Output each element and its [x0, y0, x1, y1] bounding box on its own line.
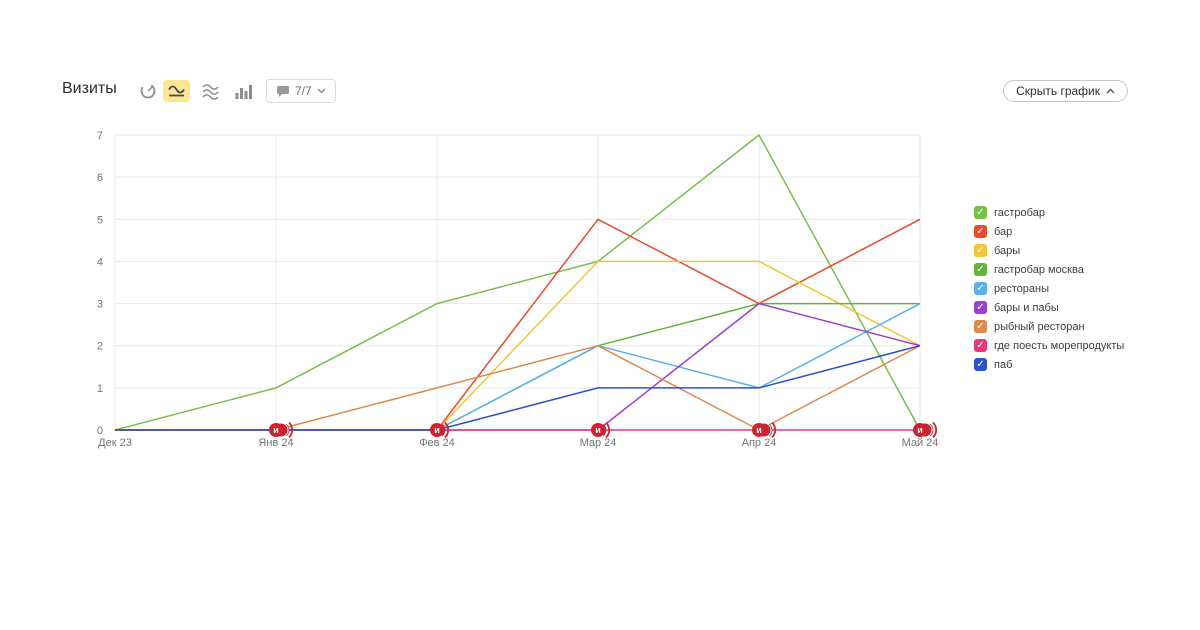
legend-label: рыбный ресторан — [994, 320, 1085, 333]
legend-label: рестораны — [994, 282, 1049, 295]
legend-item[interactable]: ✓ рыбный ресторан — [974, 320, 1124, 333]
legend-checkbox-icon: ✓ — [974, 320, 987, 333]
marker-circle — [269, 423, 283, 437]
marker-ripple-arc — [771, 421, 776, 439]
event-marker[interactable]: и — [752, 421, 776, 439]
y-axis-label: 4 — [97, 256, 103, 268]
pie-chart-icon — [140, 83, 155, 99]
line-chart-icon — [168, 85, 185, 97]
marker-ripple-arc — [444, 421, 449, 439]
y-axis-label: 3 — [97, 299, 103, 311]
comment-bubble-icon — [277, 85, 289, 97]
legend-item[interactable]: ✓ гастробар москва — [974, 263, 1124, 276]
legend-checkbox-icon: ✓ — [974, 358, 987, 371]
legend-item[interactable]: ✓ паб — [974, 358, 1124, 371]
marker-letter: и — [917, 425, 923, 435]
hide-chart-label: Скрыть график — [1016, 84, 1100, 98]
legend-label: бар — [994, 225, 1013, 238]
legend-item[interactable]: ✓ рестораны — [974, 282, 1124, 295]
legend-label: где поесть морепродукты — [994, 339, 1125, 352]
marker-circle — [591, 423, 605, 437]
chart-type-line-button[interactable] — [163, 80, 190, 102]
legend-checkbox-icon: ✓ — [974, 339, 987, 352]
chart-legend: ✓ гастробар ✓ бар ✓ бары ✓ гастробар москва ✓ рес… — [974, 206, 1124, 371]
marker-ripple-arc — [288, 421, 293, 439]
legend-label: паб — [994, 358, 1013, 371]
legend-checkbox-icon: ✓ — [974, 225, 987, 238]
x-axis-label: Янв 24 — [258, 437, 293, 449]
y-axis-label: 0 — [97, 425, 103, 437]
chevron-down-icon — [317, 88, 326, 94]
metrics-selector[interactable]: 7/7 — [266, 79, 336, 103]
marker-letter: и — [434, 425, 440, 435]
marker-letter: и — [595, 425, 601, 435]
x-axis-label: Фев 24 — [419, 437, 455, 449]
y-axis-label: 7 — [97, 130, 103, 142]
chevron-up-icon — [1106, 88, 1115, 94]
stacked-area-icon — [202, 83, 219, 100]
legend-item[interactable]: ✓ гастробар — [974, 206, 1124, 219]
marker-ripple-arc — [602, 423, 607, 437]
legend-item[interactable]: ✓ бары — [974, 244, 1124, 257]
legend-label: бары и пабы — [994, 301, 1059, 314]
x-axis-label: Мар 24 — [580, 437, 617, 449]
series-line-8 — [115, 344, 921, 431]
legend-label: бары — [994, 244, 1021, 257]
event-marker[interactable]: и — [269, 421, 293, 439]
page-title: Визиты — [62, 80, 117, 97]
legend-label: гастробар — [994, 206, 1045, 219]
legend-checkbox-icon: ✓ — [974, 263, 987, 276]
y-axis-label: 1 — [97, 383, 103, 395]
chart-type-pie-button[interactable] — [134, 80, 161, 102]
marker-circle — [430, 423, 444, 437]
bar-chart-icon — [235, 85, 252, 99]
legend-item[interactable]: ✓ бары и пабы — [974, 301, 1124, 314]
chart-type-columns-button[interactable] — [229, 80, 256, 102]
x-axis-label: Май 24 — [902, 437, 939, 449]
event-marker[interactable]: и — [430, 421, 449, 439]
marker-circle — [913, 423, 927, 437]
legend-item[interactable]: ✓ бар — [974, 225, 1124, 238]
marker-letter: и — [756, 425, 762, 435]
series-line-0 — [114, 134, 921, 431]
y-axis-label: 6 — [97, 172, 103, 184]
metrics-count: 7/7 — [295, 84, 312, 98]
chart-type-area-button[interactable] — [197, 80, 224, 102]
y-axis-label: 5 — [97, 214, 103, 226]
legend-checkbox-icon: ✓ — [974, 301, 987, 314]
marker-letter: и — [273, 425, 279, 435]
marker-ripple-arc — [932, 421, 937, 439]
legend-item[interactable]: ✓ где поесть морепродукты — [974, 339, 1124, 352]
marker-ripple-arc — [441, 423, 446, 437]
x-axis-label: Апр 24 — [742, 437, 777, 449]
x-axis-label: Дек 23 — [98, 437, 132, 449]
legend-checkbox-icon: ✓ — [974, 282, 987, 295]
hide-chart-button[interactable]: Скрыть график — [1003, 80, 1128, 102]
event-marker[interactable]: и — [591, 421, 610, 439]
legend-checkbox-icon: ✓ — [974, 206, 987, 219]
marker-circle — [752, 423, 766, 437]
event-marker[interactable]: и — [913, 421, 937, 439]
legend-checkbox-icon: ✓ — [974, 244, 987, 257]
marker-ripple-arc — [605, 421, 610, 439]
y-axis-label: 2 — [97, 341, 103, 353]
legend-label: гастробар москва — [994, 263, 1084, 276]
visits-line-chart: Дек 23 Янв 24 Фев 24 Мар 24 Апр 24 Май 24 0 1 2 3… — [97, 130, 939, 449]
